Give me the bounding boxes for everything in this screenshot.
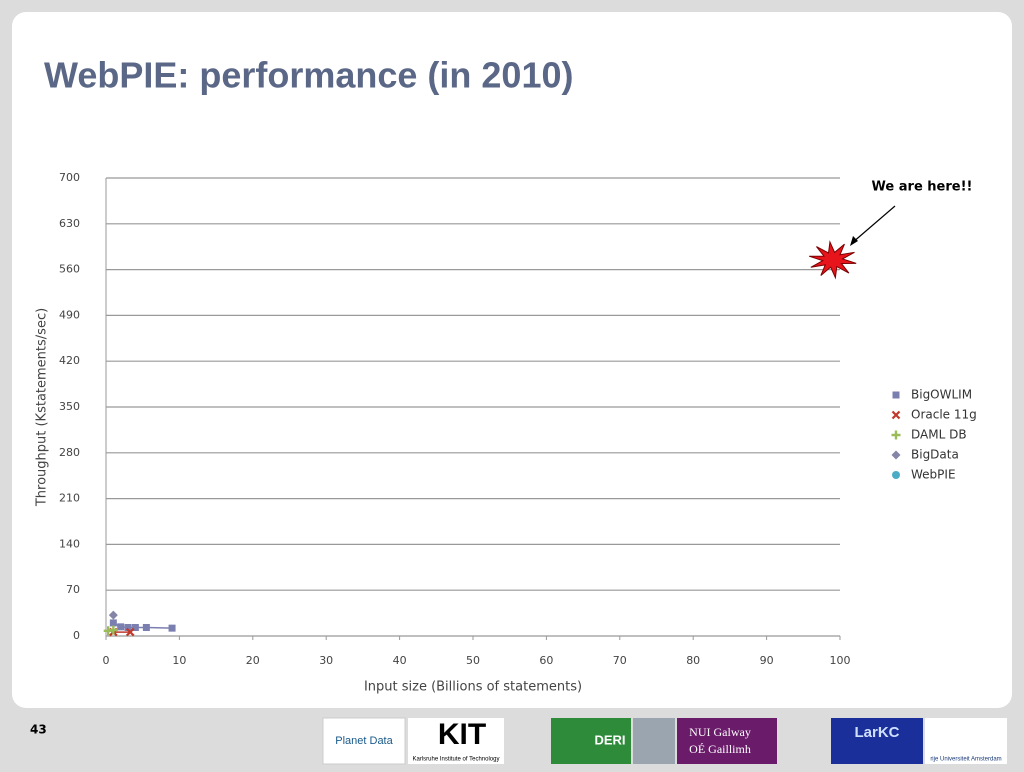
y-tick-label: 140 [59, 537, 80, 550]
logo [551, 718, 631, 764]
logo [633, 718, 675, 764]
y-tick-label: 280 [59, 446, 80, 459]
star-marker [808, 240, 857, 280]
point [117, 623, 125, 631]
arrow-head [850, 236, 858, 246]
point [108, 625, 118, 635]
legend-label: DAML DB [911, 428, 967, 442]
y-tick-label: 70 [66, 583, 80, 596]
point [142, 623, 150, 631]
x-tick-label: 80 [686, 654, 700, 667]
logo [322, 717, 406, 765]
x-tick-label: 50 [466, 654, 480, 667]
point [891, 410, 901, 420]
logo-text: DERI [594, 732, 625, 747]
x-tick-label: 20 [246, 654, 260, 667]
x-tick-label: 10 [172, 654, 186, 667]
logo-text: Karlsruhe Institute of Technology [413, 757, 500, 763]
point [108, 610, 118, 620]
x-axis-title: Input size (Billions of statements) [364, 680, 582, 695]
logo-text: OÉ Gaillimh [689, 742, 751, 756]
logo [408, 718, 504, 764]
point [892, 391, 900, 399]
x-tick-label: 0 [103, 654, 110, 667]
x-tick-label: 60 [539, 654, 553, 667]
point [131, 623, 139, 631]
logo-text: KIT [438, 718, 486, 751]
point [891, 450, 901, 460]
x-tick-label: 40 [393, 654, 407, 667]
point [892, 471, 900, 479]
y-tick-label: 420 [59, 354, 80, 367]
annotation-arrow [851, 205, 896, 244]
slide-title: WebPIE: performance (in 2010) [44, 55, 574, 96]
slide-number: 43 [30, 723, 47, 737]
y-axis-title: Throughput (Kstatements/sec) [35, 308, 50, 507]
legend-label: WebPIE [911, 468, 956, 482]
y-tick-label: 0 [73, 629, 80, 642]
annotation-text: We are here!! [872, 180, 973, 195]
point [168, 624, 176, 632]
x-tick-label: 30 [319, 654, 333, 667]
x-tick-label: 100 [830, 654, 851, 667]
logo [925, 718, 1007, 764]
legend-label: Oracle 11g [911, 408, 977, 422]
logo [831, 718, 923, 764]
y-tick-label: 350 [59, 400, 80, 413]
logo-text: NUI Galway [689, 725, 751, 739]
logo-text: rije Universiteit Amsterdam [930, 757, 1001, 763]
y-tick-label: 210 [59, 492, 80, 505]
y-tick-label: 630 [59, 217, 80, 230]
y-tick-label: 490 [59, 308, 80, 321]
logo-text: LarKC [854, 724, 899, 741]
x-tick-label: 70 [613, 654, 627, 667]
x-tick-label: 90 [760, 654, 774, 667]
footer-logos: Planet Data KIT Karlsruhe Institute of T… [322, 717, 1007, 765]
point [891, 430, 901, 440]
point [125, 627, 135, 637]
logo-text: Planet Data [335, 735, 393, 747]
legend-label: BigOWLIM [911, 388, 972, 402]
slide-panel [12, 12, 1012, 708]
y-tick-label: 560 [59, 263, 80, 276]
legend-label: BigData [911, 448, 959, 462]
point [124, 623, 132, 631]
y-tick-label: 700 [59, 171, 80, 184]
logo [677, 718, 777, 764]
point [109, 619, 117, 627]
